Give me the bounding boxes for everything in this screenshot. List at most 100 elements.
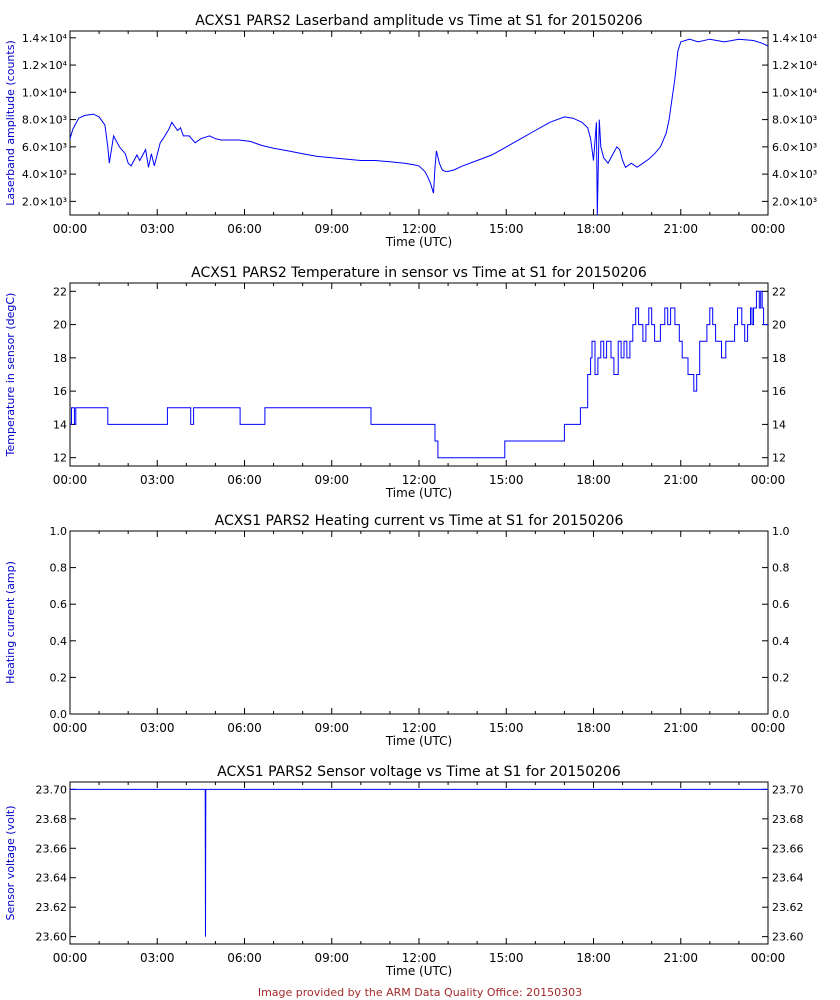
y-tick-label-right: 0.6 [772,598,790,611]
y-tick-label-left: 0.4 [50,635,68,648]
x-tick-label: 12:00 [402,951,437,965]
y-tick-label-left: 0.6 [50,598,68,611]
x-tick-label: 03:00 [140,951,175,965]
y-tick-label-right: 22 [772,285,786,298]
y-tick-label-left: 0.8 [50,562,68,575]
data-series-line [69,38,769,216]
y-tick-label-left: 12 [53,452,67,465]
x-tick-label: 06:00 [227,721,262,735]
y-tick-label-right: 0.4 [772,635,790,648]
y-tick-label-left: 16 [53,385,67,398]
plot-frame [69,530,769,715]
y-tick-label-left: 1.2×10⁴ [22,59,68,72]
x-tick-label: 18:00 [576,721,611,735]
x-tick-label: 12:00 [402,222,437,236]
plot-frame [69,30,769,216]
y-tick-label-right: 12 [772,452,786,465]
y-tick-label-right: 1.0×10⁴ [772,86,818,99]
x-tick-label: 06:00 [227,222,262,236]
x-tick-label: 12:00 [402,473,437,487]
y-axis-label: Temperature in sensor (degC) [4,293,17,458]
y-tick-label-right: 2.0×10³ [772,195,817,208]
x-tick-label: 00:00 [53,951,88,965]
y-axis-label: Laserband amplitude (counts) [4,40,17,206]
x-tick-label: 00:00 [751,721,786,735]
y-tick-label-left: 1.0×10⁴ [22,86,68,99]
y-tick-label-left: 23.70 [36,783,68,796]
x-tick-label: 09:00 [314,222,349,236]
y-tick-label-left: 1.0 [50,525,68,538]
data-series-line [70,290,768,459]
x-tick-label: 00:00 [53,721,88,735]
x-tick-label: 03:00 [140,222,175,236]
y-tick-label-left: 18 [53,352,67,365]
x-tick-label: 00:00 [751,473,786,487]
y-tick-label-left: 22 [53,285,67,298]
footer-credit: Image provided by the ARM Data Quality O… [258,986,582,999]
y-tick-label-left: 23.60 [36,931,68,944]
y-tick-label-right: 23.70 [772,783,804,796]
x-tick-label: 18:00 [576,222,611,236]
y-tick-label-right: 23.60 [772,931,804,944]
x-tick-label: 09:00 [314,721,349,735]
x-tick-label: 09:00 [314,951,349,965]
x-tick-label: 18:00 [576,951,611,965]
x-axis-label: Time (UTC) [385,486,452,500]
x-tick-label: 15:00 [489,222,524,236]
y-tick-label-left: 4.0×10³ [22,168,67,181]
x-tick-label: 21:00 [663,473,698,487]
y-tick-label-right: 0.8 [772,562,790,575]
x-tick-label: 21:00 [663,721,698,735]
chart-title: ACXS1 PARS2 Temperature in sensor vs Tim… [191,265,647,281]
y-tick-label-right: 23.66 [772,842,804,855]
x-tick-label: 00:00 [751,951,786,965]
x-tick-label: 03:00 [140,721,175,735]
y-tick-label-right: 23.62 [772,901,804,914]
y-tick-label-left: 23.66 [36,842,68,855]
y-tick-label-right: 14 [772,418,786,431]
y-tick-label-left: 2.0×10³ [22,195,67,208]
x-axis-label: Time (UTC) [385,235,452,249]
y-axis-label: Sensor voltage (volt) [4,806,17,921]
y-tick-label-right: 23.64 [772,872,804,885]
x-tick-label: 15:00 [489,951,524,965]
y-tick-label-right: 1.2×10⁴ [772,59,818,72]
x-tick-label: 12:00 [402,721,437,735]
y-tick-label-right: 6.0×10³ [772,141,817,154]
y-tick-label-left: 0.0 [50,708,68,721]
y-axis-label: Heating current (amp) [4,561,17,684]
y-tick-label-left: 14 [53,418,67,431]
x-tick-label: 00:00 [751,222,786,236]
chart-panel-sensor-voltage: ACXS1 PARS2 Sensor voltage vs Time at S1… [4,764,804,978]
y-tick-label-right: 20 [772,319,786,332]
y-tick-label-right: 1.4×10⁴ [772,32,818,45]
y-tick-label-right: 4.0×10³ [772,168,817,181]
y-tick-label-right: 0.2 [772,671,790,684]
chart-title: ACXS1 PARS2 Laserband amplitude vs Time … [195,13,643,29]
x-tick-label: 06:00 [227,951,262,965]
y-tick-label-left: 6.0×10³ [22,141,67,154]
chart-panel-laserband-amplitude: ACXS1 PARS2 Laserband amplitude vs Time … [4,13,818,249]
chart-title: ACXS1 PARS2 Sensor voltage vs Time at S1… [217,764,621,780]
x-tick-label: 03:00 [140,473,175,487]
y-tick-label-right: 23.68 [772,813,804,826]
x-tick-label: 09:00 [314,473,349,487]
plot-frame [69,781,769,945]
x-tick-label: 15:00 [489,721,524,735]
plot-frame [69,282,769,467]
y-tick-label-left: 20 [53,319,67,332]
x-axis-label: Time (UTC) [385,734,452,748]
y-tick-label-right: 16 [772,385,786,398]
x-tick-label: 18:00 [576,473,611,487]
chart-panel-heating-current: ACXS1 PARS2 Heating current vs Time at S… [4,513,790,748]
x-tick-label: 06:00 [227,473,262,487]
y-tick-label-left: 23.64 [36,872,68,885]
y-tick-label-left: 0.2 [50,671,68,684]
x-tick-label: 21:00 [663,222,698,236]
x-tick-label: 00:00 [53,222,88,236]
y-tick-label-right: 0.0 [772,708,790,721]
y-tick-label-left: 1.4×10⁴ [22,32,68,45]
x-axis-label: Time (UTC) [385,964,452,978]
x-tick-label: 15:00 [489,473,524,487]
